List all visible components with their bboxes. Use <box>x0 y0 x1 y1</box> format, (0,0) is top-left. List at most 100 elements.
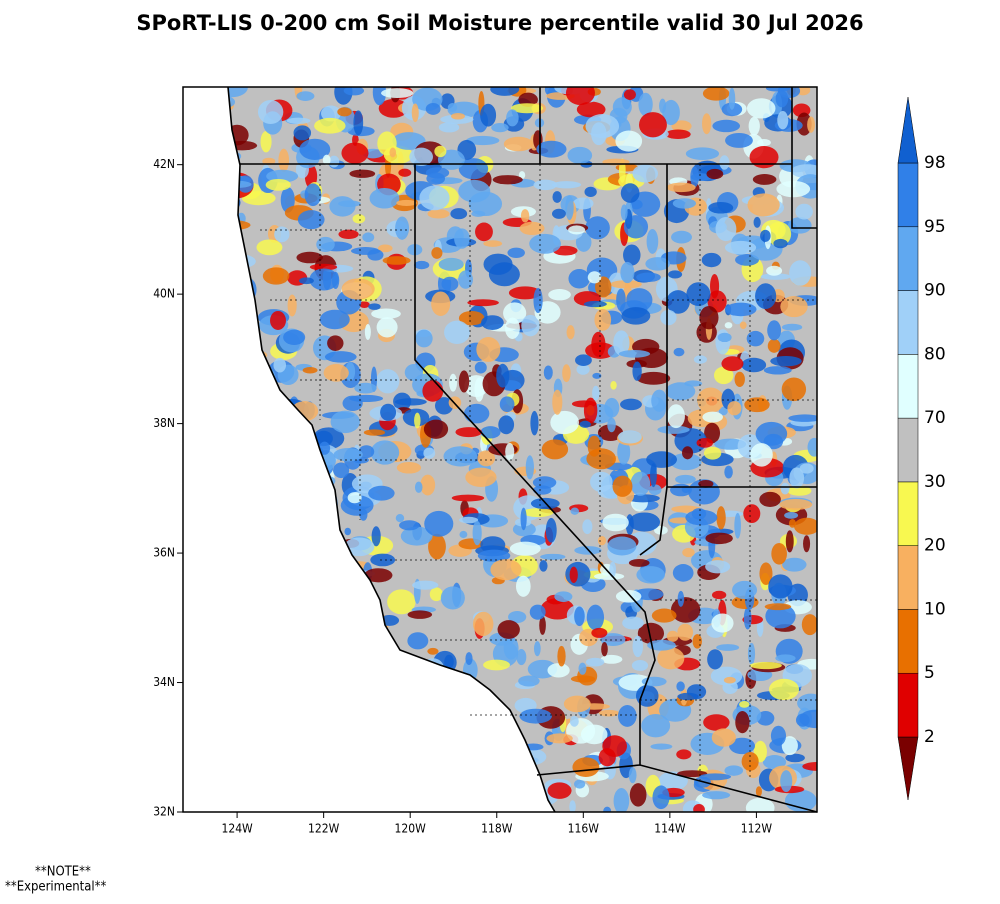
field-blob <box>734 371 745 388</box>
field-blob <box>639 112 667 138</box>
field-blob <box>776 180 811 198</box>
colorbar-label: 5 <box>924 663 935 683</box>
field-blob <box>552 208 566 219</box>
field-blob <box>550 410 579 435</box>
coastline <box>227 86 556 813</box>
field-blob <box>415 329 433 348</box>
field-blob <box>499 396 515 413</box>
field-blob <box>371 526 381 547</box>
field-blob <box>685 509 718 526</box>
field-blob <box>539 560 548 572</box>
field-blob <box>616 288 626 312</box>
field-blob <box>735 254 759 266</box>
field-blob <box>260 131 272 153</box>
field-blob <box>766 265 783 276</box>
field-blob <box>333 448 363 462</box>
colorbar-label: 20 <box>924 536 946 556</box>
y-tick-label: 42N <box>153 157 175 171</box>
field-blob <box>481 315 504 330</box>
field-blob <box>546 733 573 744</box>
field-blob <box>712 119 741 133</box>
colorbar-segment <box>897 290 919 355</box>
field-blob <box>762 755 787 770</box>
field-blob <box>228 96 236 108</box>
field-blob <box>646 451 678 468</box>
field-blob <box>449 373 458 392</box>
field-blob <box>304 183 322 207</box>
field-blob <box>685 147 720 161</box>
field-blob <box>607 417 616 433</box>
field-blob <box>734 512 741 539</box>
field-blob <box>657 425 690 434</box>
field-blob <box>434 397 454 415</box>
field-blob <box>407 610 433 619</box>
field-blob <box>670 597 701 623</box>
field-blob <box>580 724 608 745</box>
field-blob <box>770 725 787 746</box>
field-blob <box>759 491 781 507</box>
field-blob <box>330 410 360 434</box>
field-blob <box>394 398 427 406</box>
field-blob <box>757 138 771 147</box>
field-blob <box>414 481 423 493</box>
field-blob <box>497 620 520 639</box>
field-blob <box>677 623 694 641</box>
field-blob <box>613 330 630 356</box>
field-blob <box>632 635 644 658</box>
field-blob <box>780 482 790 495</box>
colorbar-segment <box>897 162 919 228</box>
x-tick-label: 114W <box>654 822 686 836</box>
field-blob <box>419 185 450 211</box>
field-blob <box>389 147 397 158</box>
field-blob <box>520 507 527 531</box>
field-blob <box>799 709 817 729</box>
field-blob <box>477 549 511 562</box>
field-blob <box>297 210 325 230</box>
colorbar-segment <box>897 354 919 419</box>
field-blob <box>576 101 606 118</box>
field-blob <box>704 422 721 444</box>
field-blob <box>632 361 642 381</box>
field-blob <box>607 536 637 556</box>
field-blob <box>425 103 441 115</box>
field-blob <box>767 320 782 341</box>
field-blob <box>682 547 695 558</box>
field-blob <box>718 406 728 416</box>
field-blob <box>522 508 554 518</box>
field-blob <box>459 516 479 524</box>
x-tick-label: 122W <box>308 822 340 836</box>
field-blob <box>592 372 602 379</box>
field-blob <box>570 675 596 683</box>
field-blob <box>396 461 422 474</box>
field-blob <box>632 164 659 183</box>
field-blob <box>458 270 473 289</box>
field-blob <box>706 168 724 180</box>
field-blob <box>711 613 734 633</box>
field-blob <box>743 607 752 630</box>
field-blob <box>755 786 762 797</box>
state-border <box>414 164 656 765</box>
field-blob <box>755 283 777 310</box>
field-blob <box>395 216 410 240</box>
colorbar-segment <box>897 609 919 674</box>
field-blob <box>765 604 796 629</box>
field-blob <box>372 87 387 106</box>
field-blob <box>592 385 600 401</box>
field-blob <box>299 138 331 160</box>
field-blob <box>703 714 730 731</box>
field-blob <box>716 506 726 530</box>
field-blob <box>368 303 381 310</box>
field-blob <box>381 88 414 99</box>
field-blob <box>620 398 642 411</box>
field-blob <box>572 757 600 777</box>
field-blob <box>387 589 416 615</box>
field-blob <box>509 541 541 556</box>
field-blob <box>476 337 501 362</box>
field-blob <box>434 145 447 158</box>
field-blob <box>799 463 814 474</box>
field-blob <box>773 238 788 249</box>
colorbar-segment <box>897 226 919 291</box>
field-blob <box>431 247 443 259</box>
field-blob <box>638 92 653 117</box>
field-blob <box>438 257 464 271</box>
